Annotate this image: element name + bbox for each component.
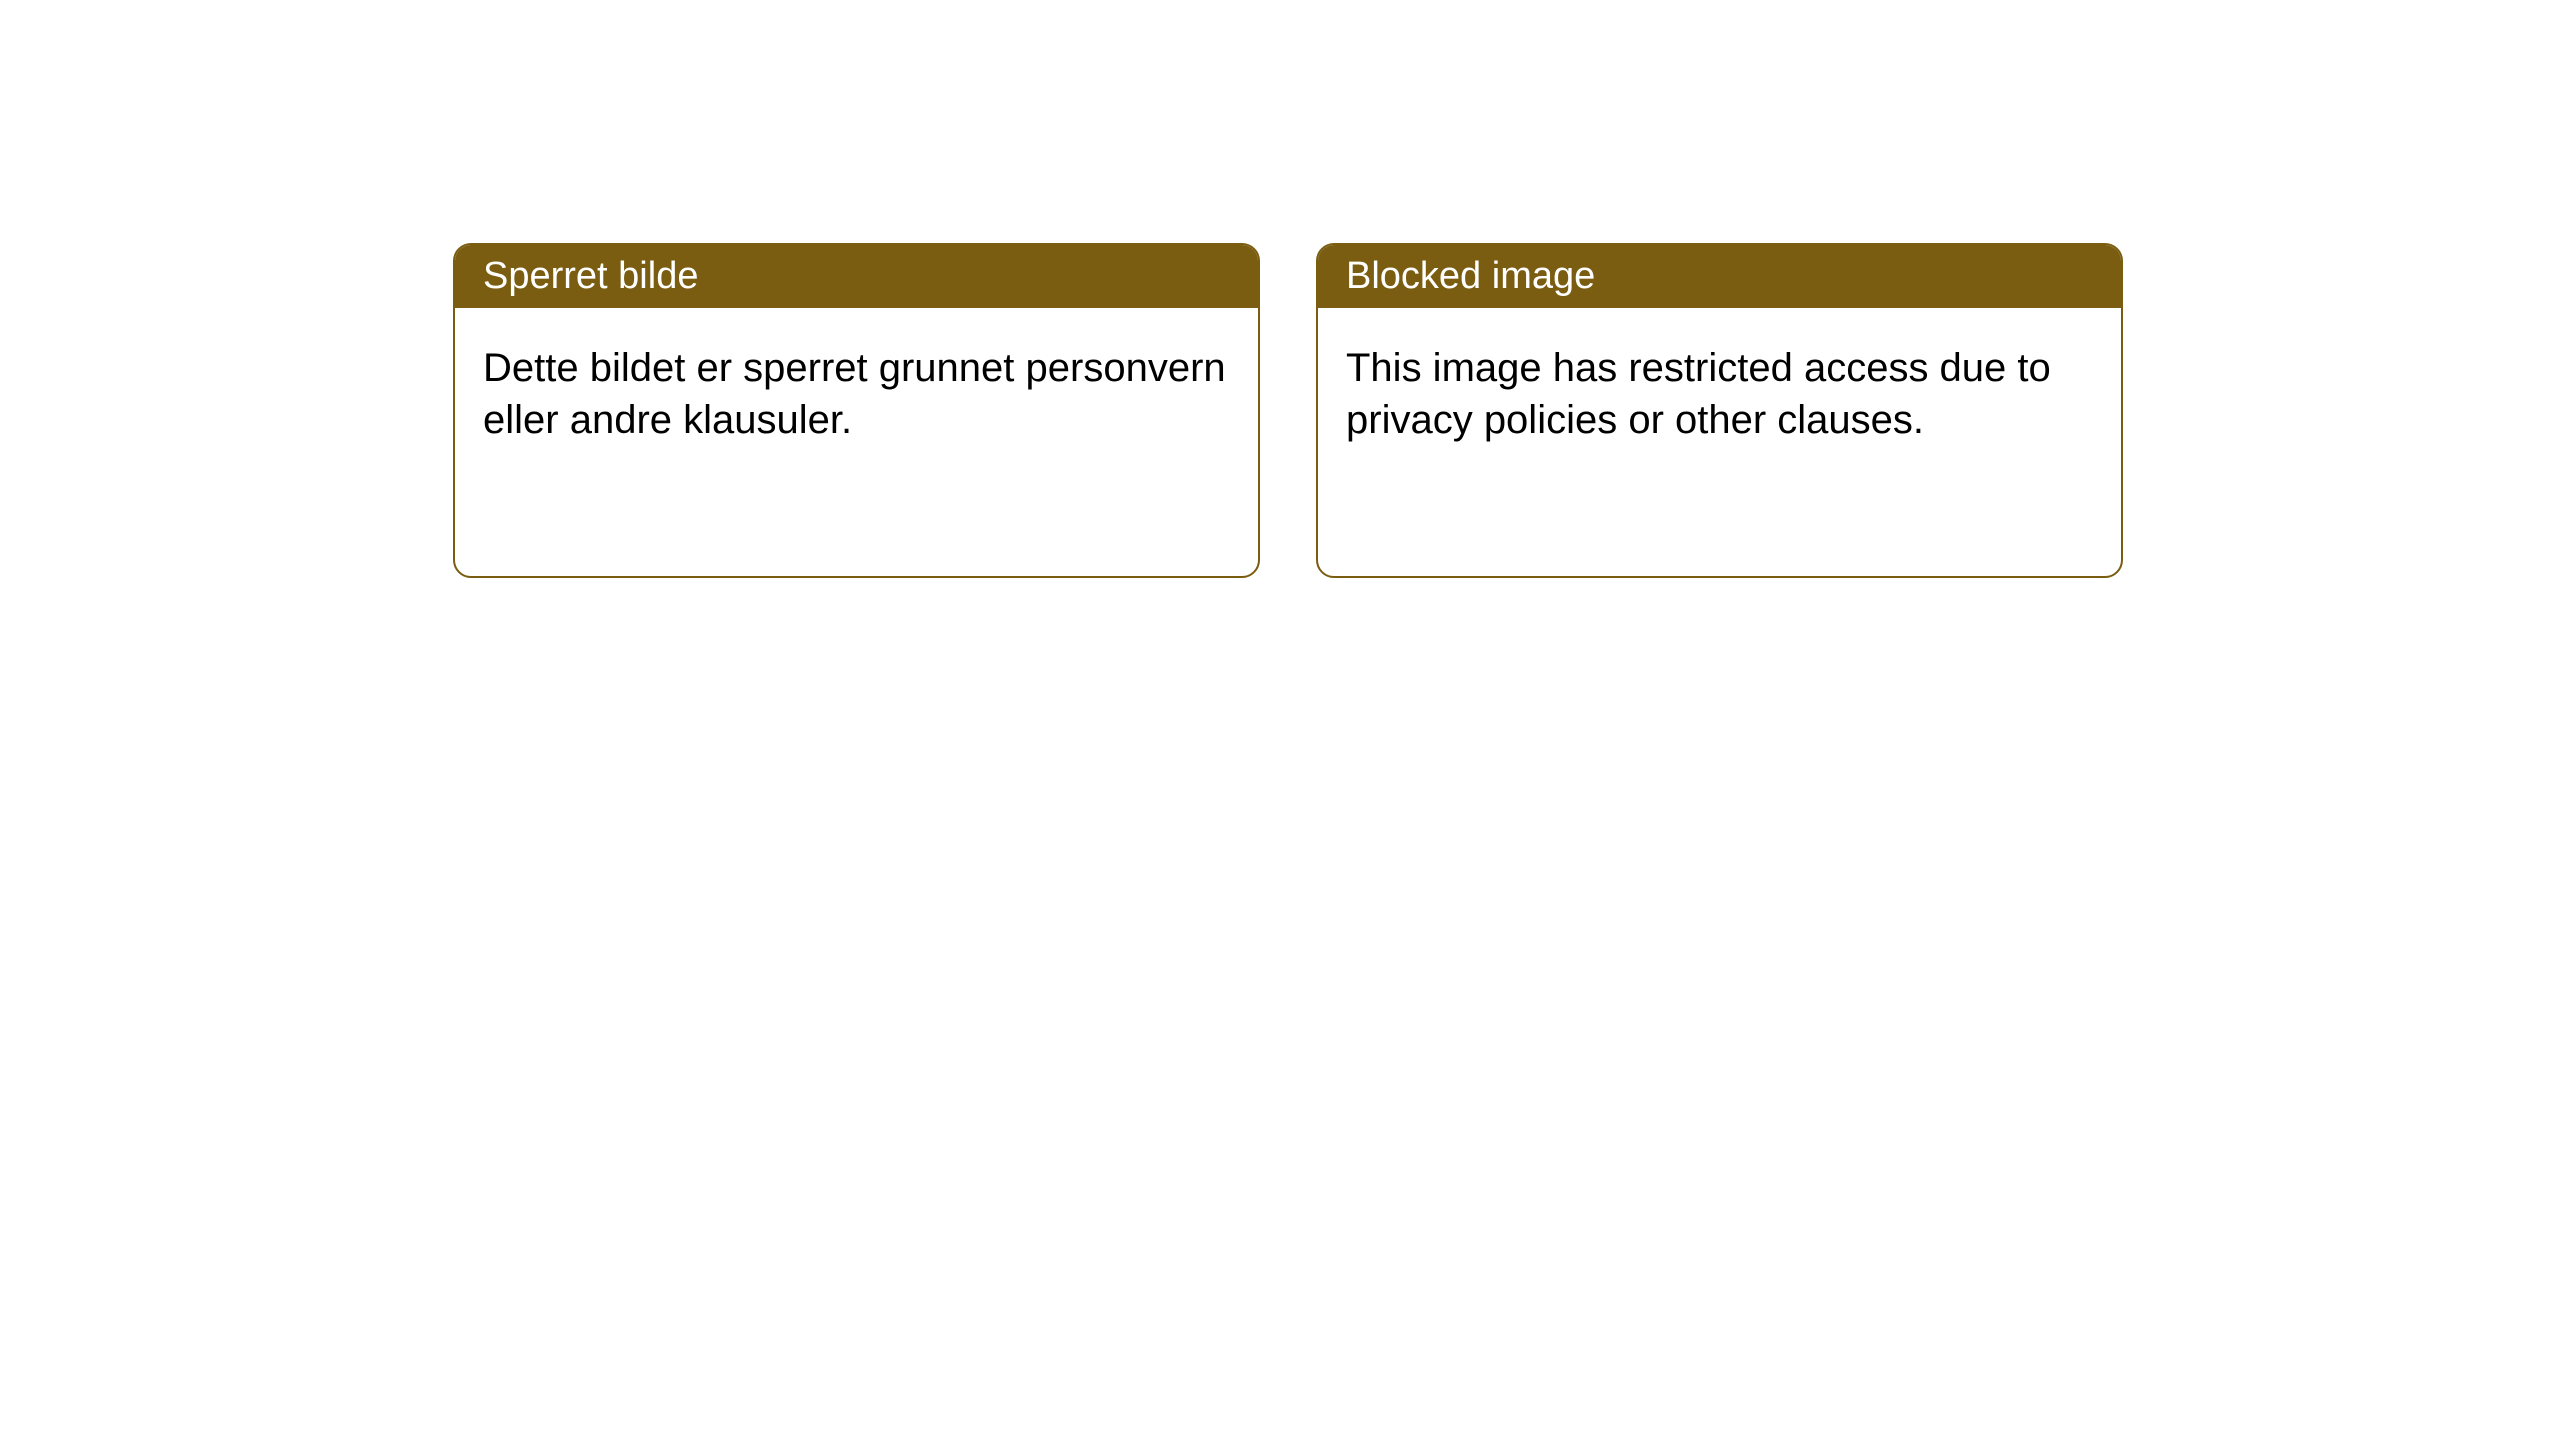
cards-container: Sperret bilde Dette bildet er sperret gr… [0, 0, 2560, 578]
card-header: Blocked image [1318, 245, 2121, 308]
card-header: Sperret bilde [455, 245, 1258, 308]
card-body-text: This image has restricted access due to … [1346, 346, 2051, 442]
card-body: Dette bildet er sperret grunnet personve… [455, 308, 1258, 480]
blocked-image-card-english: Blocked image This image has restricted … [1316, 243, 2123, 578]
card-body-text: Dette bildet er sperret grunnet personve… [483, 346, 1226, 442]
card-title: Blocked image [1346, 255, 1595, 297]
card-body: This image has restricted access due to … [1318, 308, 2121, 480]
blocked-image-card-norwegian: Sperret bilde Dette bildet er sperret gr… [453, 243, 1260, 578]
card-title: Sperret bilde [483, 255, 698, 297]
